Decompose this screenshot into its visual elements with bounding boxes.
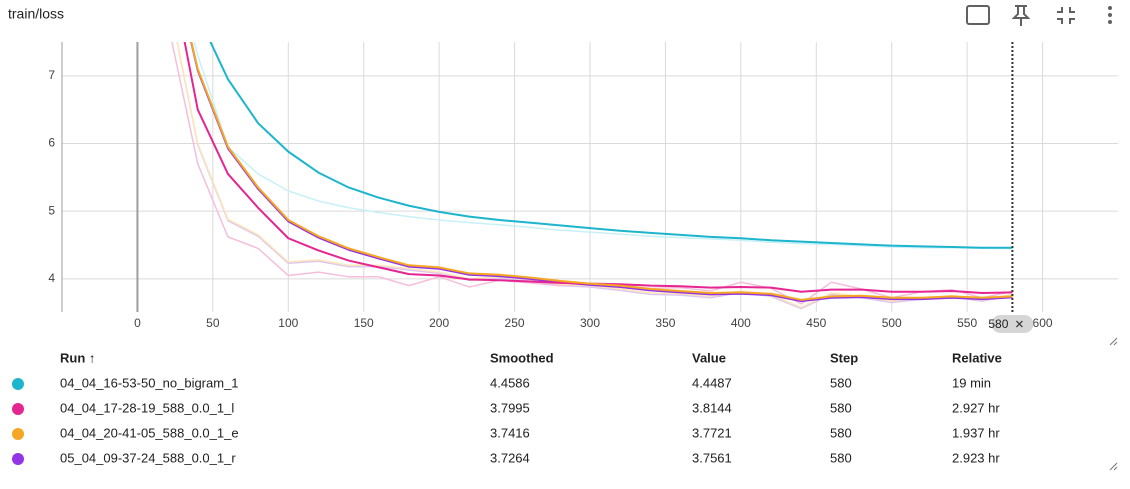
table-cell: 4.4487 [692, 375, 732, 390]
table-cell: 3.7721 [692, 425, 732, 440]
x-tick-label: 50 [206, 316, 220, 330]
table-cell: 3.7264 [490, 450, 530, 465]
pin-button[interactable] [1011, 5, 1031, 26]
table-cell: 2.923 hr [952, 450, 1000, 465]
x-tick-label: 300 [580, 316, 600, 330]
column-header: Value [692, 350, 726, 365]
card-title: train/loss [8, 6, 64, 22]
hover-step-label: 580 [988, 317, 1008, 331]
run-name: 04_04_17-28-19_588_0.0_1_l [60, 400, 234, 415]
collapse-button[interactable] [1057, 7, 1075, 24]
x-tick-label: 0 [134, 316, 141, 330]
table-cell: 580 [830, 425, 852, 440]
x-tick-label: 450 [806, 316, 826, 330]
run-color-dot [12, 453, 24, 465]
table-cell: 2.927 hr [952, 400, 1000, 415]
table-cell: 3.8144 [692, 400, 732, 415]
x-tick-label: 350 [655, 316, 675, 330]
column-header: Relative [952, 350, 1002, 365]
run-color-dot [12, 403, 24, 415]
x-tick-label: 550 [957, 316, 977, 330]
x-tick-label: 600 [1033, 316, 1053, 330]
x-tick-label: 100 [278, 316, 298, 330]
raw-line [176, 42, 1013, 310]
y-tick-label: 6 [48, 136, 55, 150]
table-cell: 3.7416 [490, 425, 530, 440]
y-tick-label: 5 [48, 203, 55, 217]
table-cell: 19 min [952, 375, 991, 390]
smoothed-line [209, 42, 1013, 249]
y-tick-label: 7 [48, 68, 55, 82]
table-cell: 4.4586 [490, 375, 530, 390]
hover-badge [991, 315, 1034, 333]
smoothed-line [190, 42, 1013, 303]
hover-close [1015, 320, 1023, 328]
run-name: 05_04_09-37-24_588_0.0_1_r [60, 450, 236, 465]
x-tick-label: 150 [354, 316, 374, 330]
x-tick-label: 500 [882, 316, 902, 330]
resize-handle[interactable] [1109, 462, 1118, 471]
menu-button[interactable] [1108, 6, 1112, 24]
fit-button[interactable] [966, 5, 990, 25]
y-tick-label: 4 [48, 271, 55, 285]
resize-handle[interactable] [1109, 337, 1118, 346]
column-header: Smoothed [490, 350, 554, 365]
x-tick-label: 200 [429, 316, 449, 330]
x-tick-label: 250 [505, 316, 525, 330]
table-cell: 580 [830, 375, 852, 390]
run-color-dot [12, 428, 24, 440]
column-header: Run ↑ [60, 350, 95, 365]
table-cell: 3.7995 [490, 400, 530, 415]
table-cell: 3.7561 [692, 450, 732, 465]
table-cell: 1.937 hr [952, 425, 1000, 440]
run-color-dot [12, 378, 24, 390]
run-name: 04_04_16-53-50_no_bigram_1 [60, 375, 239, 390]
column-header: Step [830, 350, 858, 365]
toolbar[interactable] [966, 5, 1112, 26]
table-cell: 580 [830, 450, 852, 465]
x-tick-label: 400 [731, 316, 751, 330]
smoothed-line [190, 42, 1013, 301]
run-name: 04_04_20-41-05_588_0.0_1_e [60, 425, 239, 440]
table-cell: 580 [830, 400, 852, 415]
raw-line [193, 42, 1013, 250]
